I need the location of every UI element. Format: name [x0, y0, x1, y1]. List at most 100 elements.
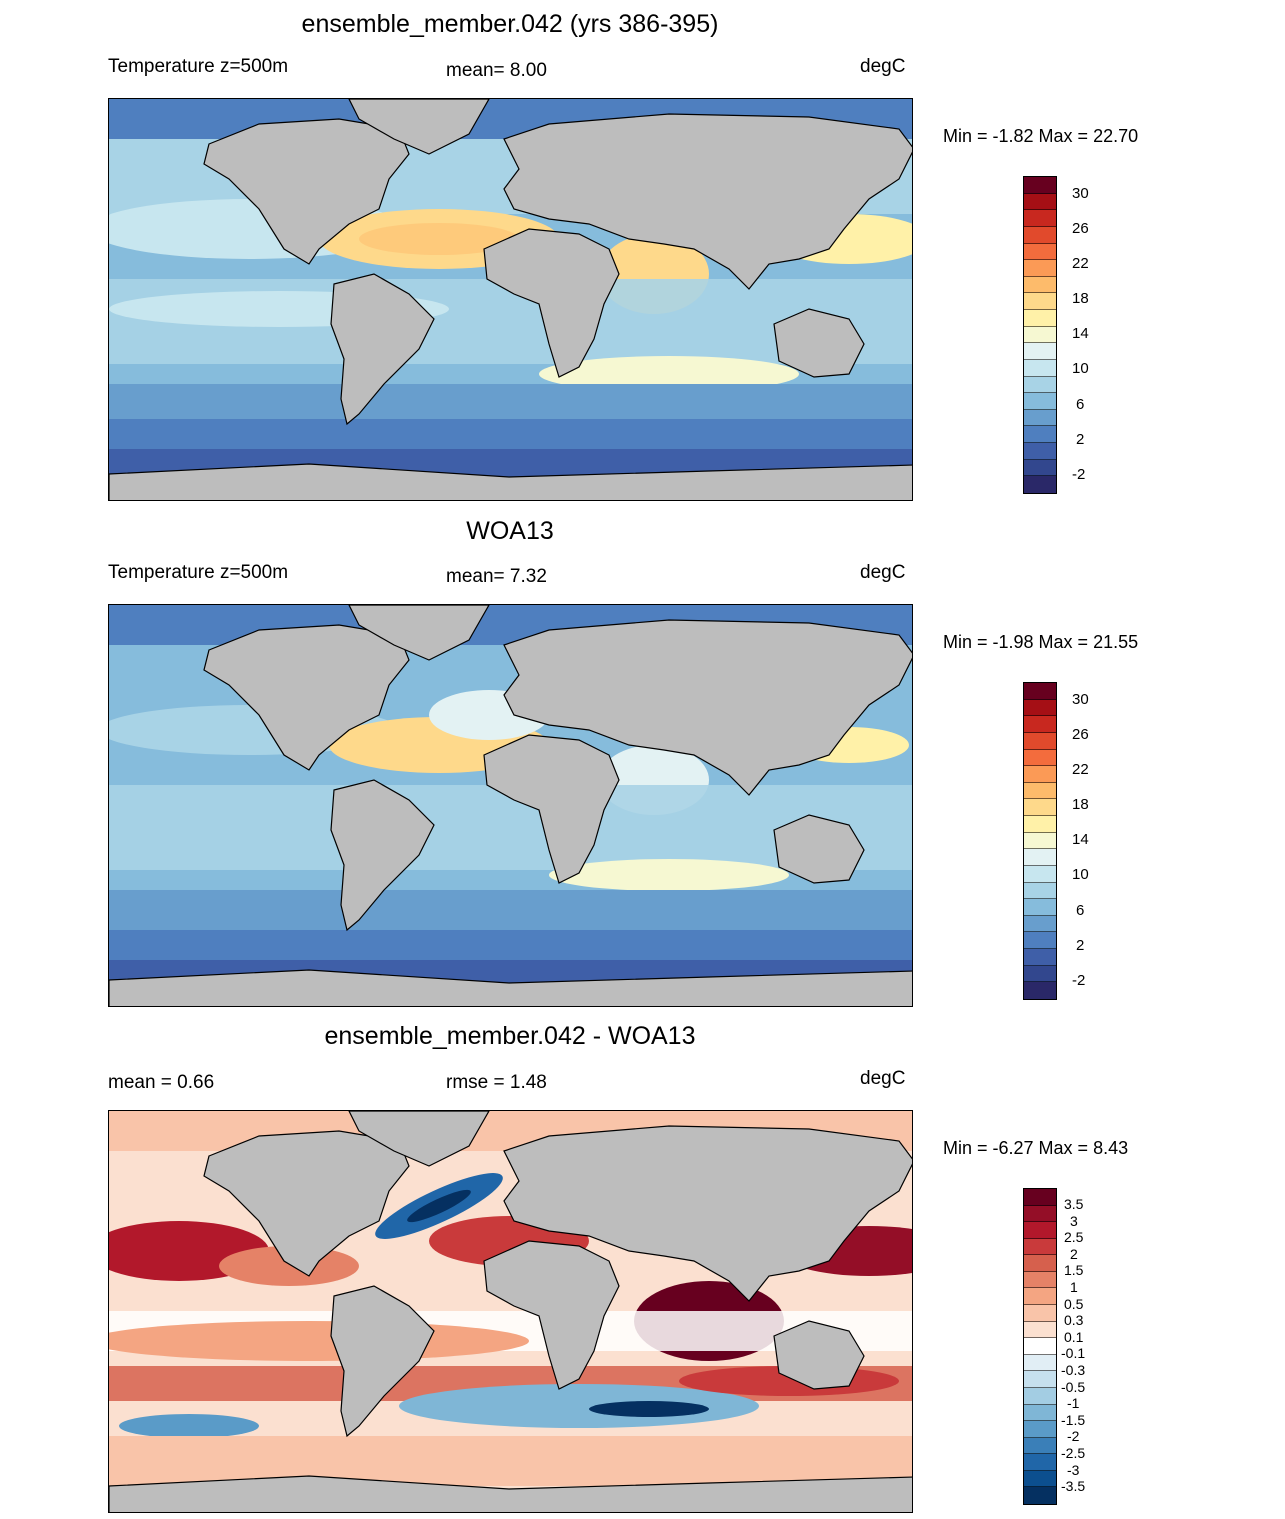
colorbar-swatch: [1024, 210, 1056, 227]
panel3-rmse-label: rmse = 1.48: [446, 1072, 547, 1093]
panel1-tick: 14: [1072, 325, 1089, 342]
colorbar-swatch: [1024, 293, 1056, 310]
colorbar-swatch: [1024, 965, 1056, 983]
panel3-tick: -1.5: [1061, 1412, 1086, 1428]
colorbar-swatch: [1024, 799, 1056, 816]
panel3-tick: 1: [1070, 1279, 1078, 1295]
colorbar-swatch: [1024, 1421, 1056, 1438]
panel3-tick: -2.5: [1061, 1445, 1086, 1461]
panel3-tick: -2: [1067, 1428, 1080, 1444]
colorbar-swatch: [1024, 849, 1056, 866]
panel3-tick: -3.5: [1061, 1478, 1086, 1494]
colorbar-swatch: [1024, 476, 1056, 493]
colorbar-swatch: [1024, 1222, 1056, 1239]
colorbar-swatch: [1024, 393, 1056, 410]
colorbar-swatch: [1024, 177, 1056, 194]
panel3-tick: 3.5: [1064, 1196, 1084, 1212]
panel2-tick: 18: [1072, 796, 1089, 813]
panel1-tick: 2: [1076, 431, 1085, 448]
colorbar-swatch: [1024, 193, 1056, 211]
colorbar-swatch: [1024, 949, 1056, 966]
panel3-tick: -1: [1067, 1395, 1080, 1411]
colorbar-swatch: [1024, 443, 1056, 460]
colorbar-swatch: [1024, 832, 1056, 850]
colorbar-swatch: [1024, 276, 1056, 294]
colorbar-swatch: [1024, 932, 1056, 949]
panel3-tick: 0.3: [1064, 1312, 1084, 1328]
panel3-minmax: Min = -6.27 Max = 8.43: [943, 1138, 1129, 1158]
panel1-tick: 26: [1072, 220, 1089, 237]
colorbar-swatch: [1024, 426, 1056, 443]
colorbar-swatch: [1024, 865, 1056, 883]
colorbar-swatch: [1024, 683, 1056, 700]
panel2-tick: 2: [1076, 937, 1085, 954]
colorbar-swatch: [1024, 459, 1056, 477]
panel1-tick: 22: [1072, 255, 1089, 272]
panel3-tick: -0.5: [1061, 1379, 1086, 1395]
panel2-map: [108, 604, 913, 1007]
colorbar-swatch: [1024, 1371, 1056, 1388]
panel2-title: WOA13: [466, 517, 554, 545]
colorbar-swatch: [1024, 243, 1056, 261]
colorbar-swatch: [1024, 1354, 1056, 1372]
panel1-tick: 10: [1072, 360, 1089, 377]
panel3-tick: 0.1: [1064, 1329, 1084, 1345]
colorbar-swatch: [1024, 699, 1056, 717]
colorbar-swatch: [1024, 260, 1056, 277]
colorbar-swatch: [1024, 716, 1056, 733]
panel1-tick: 6: [1076, 396, 1085, 413]
panel2-minmax: Min = -1.98 Max = 21.55: [943, 632, 1139, 652]
colorbar-swatch: [1024, 816, 1056, 833]
colorbar-swatch: [1024, 732, 1056, 750]
colorbar-swatch: [1024, 1338, 1056, 1355]
colorbar-swatch: [1024, 1205, 1056, 1223]
colorbar-swatch: [1024, 1238, 1056, 1256]
colorbar-swatch: [1024, 1189, 1056, 1206]
panel1-variable-label: Temperature z=500m: [108, 56, 289, 77]
colorbar-swatch: [1024, 782, 1056, 800]
panel1-tick: 30: [1072, 185, 1089, 202]
panel2-units-label: degC: [860, 562, 906, 583]
panel2-tick: 14: [1072, 831, 1089, 848]
panel3-tick: -0.1: [1061, 1345, 1086, 1361]
panel1-units-label: degC: [860, 56, 906, 77]
panel2-variable-label: Temperature z=500m: [108, 562, 289, 583]
panel3-units-label: degC: [860, 1068, 906, 1089]
colorbar-swatch: [1024, 1255, 1056, 1272]
colorbar-swatch: [1024, 359, 1056, 377]
panel2-tick: 10: [1072, 866, 1089, 883]
panel3-colorbar: [1023, 1188, 1057, 1505]
colorbar-swatch: [1024, 310, 1056, 327]
colorbar-swatch: [1024, 1321, 1056, 1339]
colorbar-swatch: [1024, 1288, 1056, 1306]
panel2-tick: -2: [1072, 972, 1086, 989]
colorbar-swatch: [1024, 226, 1056, 244]
colorbar-swatch: [1024, 915, 1056, 933]
panel1-map: [108, 98, 913, 501]
colorbar-swatch: [1024, 1487, 1056, 1504]
panel1-tick: 18: [1072, 290, 1089, 307]
colorbar-swatch: [1024, 1404, 1056, 1422]
colorbar-swatch: [1024, 899, 1056, 916]
panel1-title: ensemble_member.042 (yrs 386-395): [301, 10, 719, 38]
colorbar-swatch: [1024, 343, 1056, 360]
panel3-title: ensemble_member.042 - WOA13: [324, 1022, 696, 1050]
colorbar-swatch: [1024, 1437, 1056, 1455]
colorbar-swatch: [1024, 749, 1056, 767]
colorbar-swatch: [1024, 1454, 1056, 1471]
panel2-tick: 6: [1076, 902, 1085, 919]
panel2-tick: 26: [1072, 726, 1089, 743]
panel3-tick: 2.5: [1064, 1229, 1084, 1245]
colorbar-swatch: [1024, 982, 1056, 999]
panel1-mean-label: mean= 8.00: [446, 60, 547, 81]
panel2-tick: 30: [1072, 691, 1089, 708]
panel2-colorbar: [1023, 682, 1057, 1000]
panel1-tick: -2: [1072, 466, 1086, 483]
panel2-mean-label: mean= 7.32: [446, 566, 547, 587]
colorbar-swatch: [1024, 1470, 1056, 1488]
colorbar-swatch: [1024, 376, 1056, 394]
panel3-tick: 1.5: [1064, 1262, 1084, 1278]
panel3-tick: 0.5: [1064, 1296, 1084, 1312]
panel3-mean-label: mean = 0.66: [108, 1072, 215, 1093]
panel3-map: [108, 1110, 913, 1513]
